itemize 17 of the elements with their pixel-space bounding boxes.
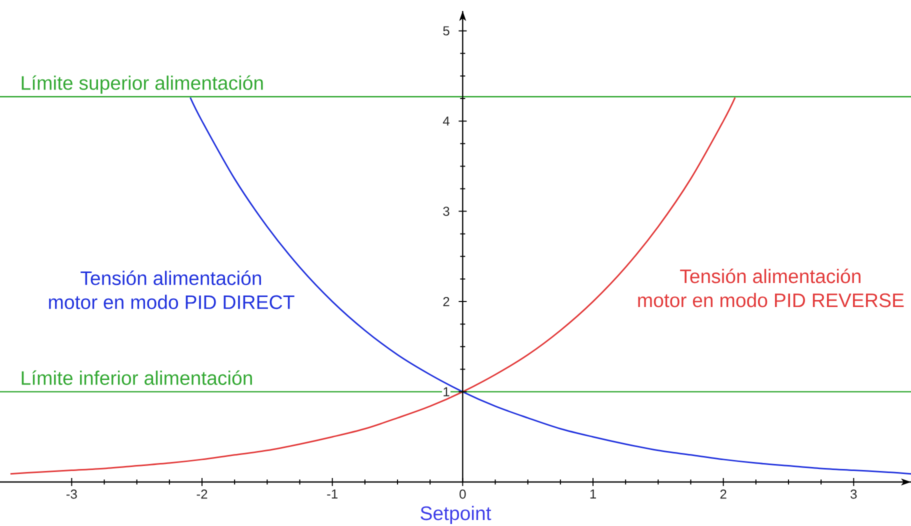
y-tick-label: 4 [442, 116, 450, 126]
x-tick-label: 3 [850, 490, 857, 499]
ref-line-label: Límite inferior alimentación [22, 370, 252, 385]
y-tick-label: 5 [443, 26, 450, 36]
series-label: Tensión alimentación motor en modo PID DIRECT [49, 270, 294, 310]
x-tick-label: -2 [196, 490, 208, 499]
y-tick-label: 2 [443, 297, 450, 306]
x-tick-label: -3 [66, 490, 77, 499]
x-tick-label: 0 [460, 490, 466, 499]
ref-line-label: Límite superior alimentación [22, 75, 263, 94]
x-tick-label: -1 [327, 490, 338, 498]
x-axis-title: Setpoint [420, 506, 492, 524]
x-tick-label: 2 [720, 490, 726, 499]
y-tick-label: 1 [444, 387, 450, 396]
x-tick-label: 1 [590, 490, 596, 498]
y-tick-label: 3 [443, 206, 450, 216]
series-label: Tensión alimentación motor en modo PID REVERSE [638, 268, 904, 308]
